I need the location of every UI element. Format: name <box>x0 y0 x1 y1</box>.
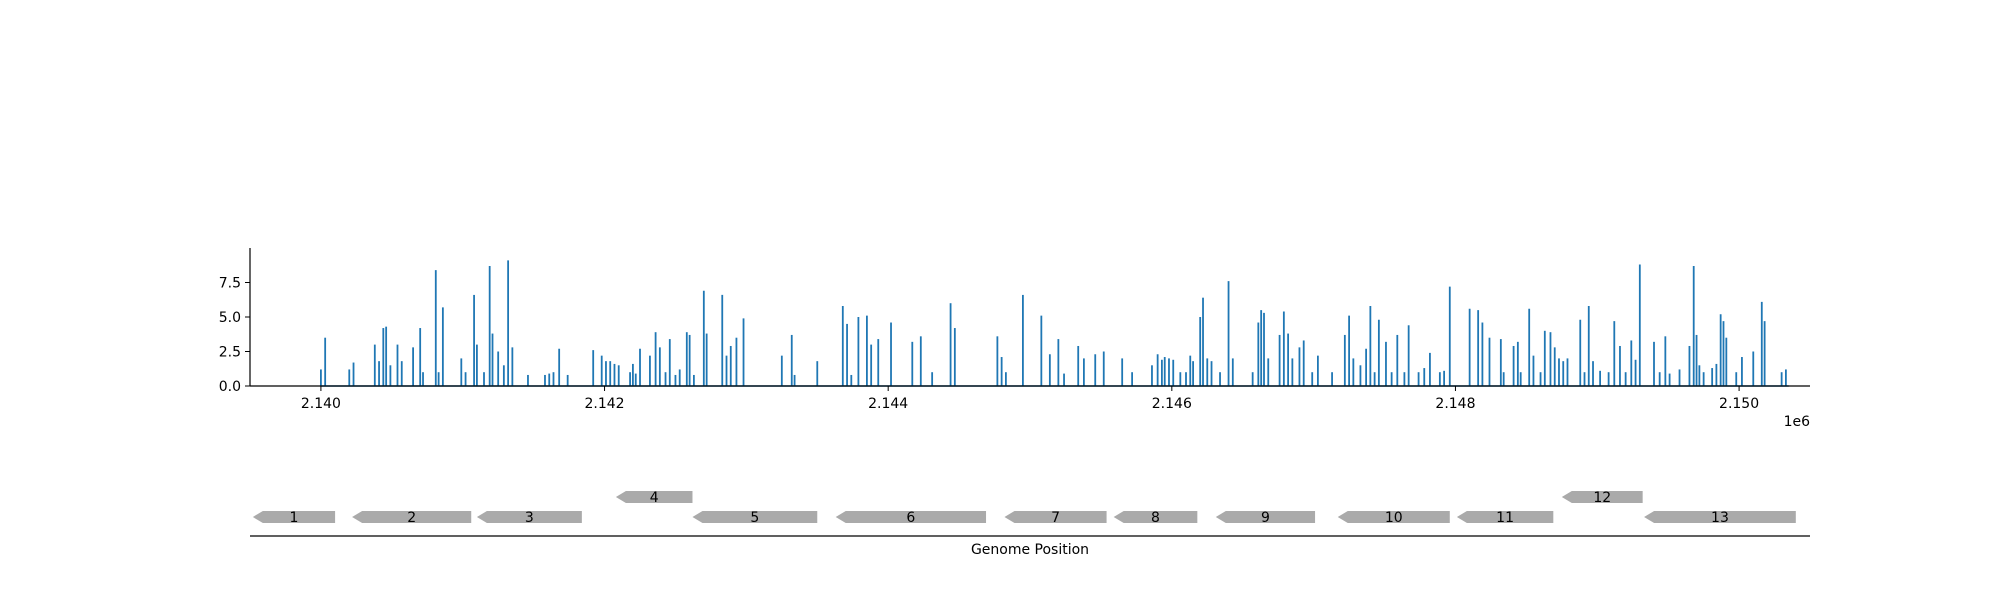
gene-arrow <box>835 511 987 523</box>
gene-arrow <box>1337 511 1450 523</box>
gene-arrow <box>1113 511 1198 523</box>
gene-arrow <box>1561 491 1643 503</box>
gene-arrow <box>1004 511 1107 523</box>
gene-arrow <box>352 511 472 523</box>
coverage-panel: 2.140 2.142 2.144 2.146 2.148 2.150 0.0 2.5 5.0… <box>219 248 1810 430</box>
gene-label: 7 <box>1051 510 1060 526</box>
y-ticks: 0.0 2.5 5.0 7.5 <box>219 276 250 395</box>
gene-label: 12 <box>1593 490 1611 506</box>
gene-label: 8 <box>1151 510 1160 526</box>
y-tick-label: 7.5 <box>219 276 241 292</box>
gene-arrow <box>476 511 582 523</box>
y-tick-label: 2.5 <box>219 345 241 361</box>
y-tick-label: 0.0 <box>219 379 241 395</box>
gene-label: 9 <box>1261 510 1270 526</box>
gene-label: 6 <box>906 510 915 526</box>
x-tick-label: 2.140 <box>301 396 341 412</box>
x-ticks: 2.140 2.142 2.144 2.146 2.148 2.150 <box>301 386 1759 412</box>
gene-label: 3 <box>525 510 534 526</box>
gene-arrow <box>1644 511 1796 523</box>
x-tick-label: 2.148 <box>1435 396 1475 412</box>
gene-label: 5 <box>750 510 759 526</box>
gene-label: 10 <box>1385 510 1403 526</box>
x-tick-label: 2.146 <box>1152 396 1192 412</box>
x-tick-label: 2.150 <box>1719 396 1759 412</box>
gene-arrow <box>692 511 818 523</box>
y-tick-label: 5.0 <box>219 310 241 326</box>
gene-label: 1 <box>290 510 299 526</box>
x-axis-offset-label: 1e6 <box>1784 414 1811 430</box>
gene-label: 13 <box>1711 510 1729 526</box>
gene-arrow <box>252 511 336 523</box>
gene-arrow <box>1215 511 1316 523</box>
gene-arrow <box>615 491 693 503</box>
x-tick-label: 2.144 <box>868 396 908 412</box>
gene-arrow <box>1456 511 1554 523</box>
coverage-bars <box>320 260 1789 387</box>
x-tick-label: 2.142 <box>584 396 624 412</box>
gene-label: 11 <box>1496 510 1514 526</box>
gene-axis-label: Genome Position <box>971 542 1089 558</box>
gene-label: 2 <box>407 510 416 526</box>
gene-label: 4 <box>650 490 659 506</box>
